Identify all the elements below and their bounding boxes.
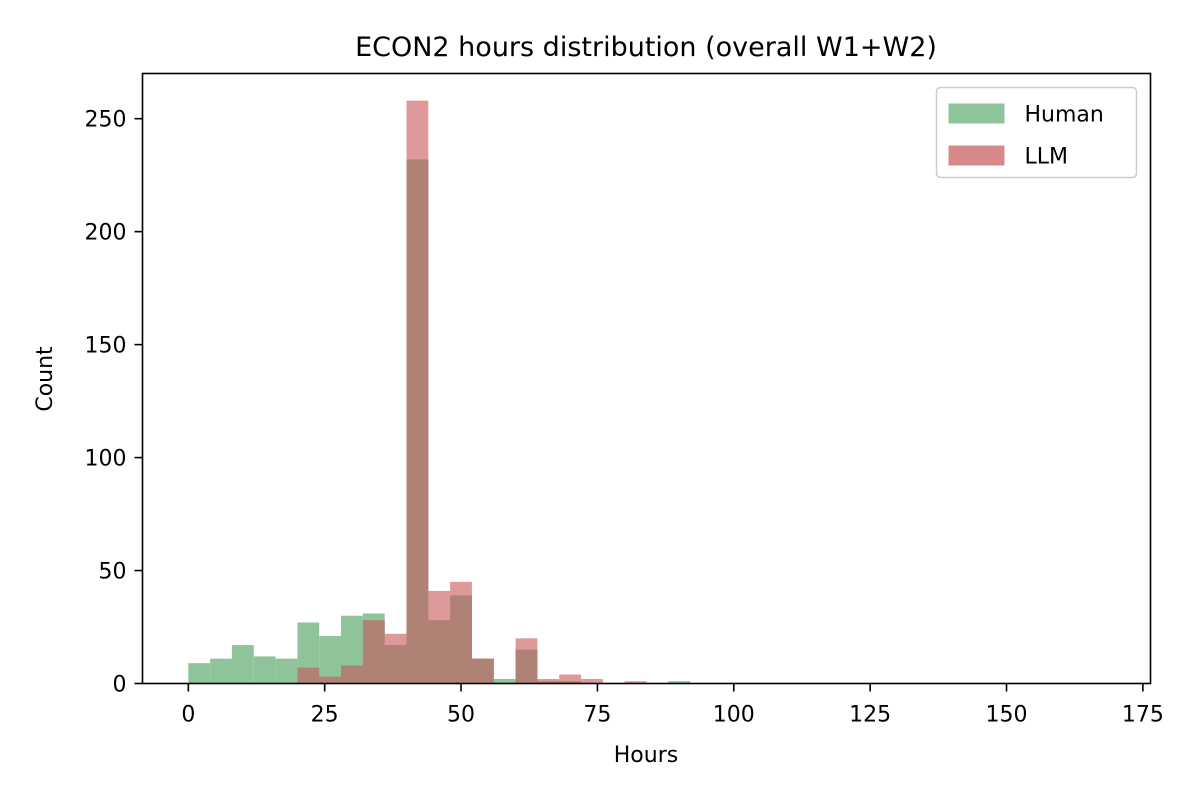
x-tick-label: 75 xyxy=(583,703,611,728)
bar-human-22 xyxy=(668,681,691,684)
y-tick-label: 50 xyxy=(99,560,127,585)
bar-llm-17 xyxy=(559,674,582,684)
y-tick-label: 150 xyxy=(85,334,127,359)
x-tick-label: 150 xyxy=(986,703,1028,728)
bar-human-4 xyxy=(275,658,298,684)
plot-frame xyxy=(141,72,1152,685)
x-tick-label: 175 xyxy=(1122,703,1164,728)
bar-human-14 xyxy=(493,678,516,684)
x-tick-label: 25 xyxy=(311,703,339,728)
bar-overlap-8 xyxy=(362,620,385,684)
bar-overlap-9 xyxy=(384,645,407,684)
bar-overlap-17 xyxy=(559,681,582,684)
x-axis: 0 25 50 75 100 125 150 175 xyxy=(181,683,1164,728)
bar-human-0 xyxy=(188,663,211,684)
y-axis: 0 50 100 150 200 250 xyxy=(85,108,143,698)
bar-human-1 xyxy=(210,658,232,684)
bar-overlap-6 xyxy=(319,676,342,684)
bar-overlap-11 xyxy=(428,620,451,684)
bars-layer xyxy=(188,100,691,684)
bar-overlap-13 xyxy=(471,658,494,684)
y-tick-label: 200 xyxy=(85,221,127,246)
y-tick-label: 0 xyxy=(113,673,127,698)
x-axis-label: Hours xyxy=(614,743,678,768)
y-tick-label: 100 xyxy=(85,447,127,472)
bar-overlap-7 xyxy=(341,665,363,684)
x-tick-label: 100 xyxy=(713,703,755,728)
legend-label-llm: LLM xyxy=(1025,145,1069,170)
y-tick-label: 250 xyxy=(85,108,127,133)
bar-overlap-12 xyxy=(450,595,472,684)
x-tick-label: 50 xyxy=(447,703,475,728)
bar-overlap-10 xyxy=(406,159,429,684)
bar-human-6 xyxy=(319,636,342,684)
legend-label-human: Human xyxy=(1025,103,1104,128)
y-axis-label: Count xyxy=(33,346,58,412)
x-tick-label: 0 xyxy=(181,703,195,728)
legend-swatch-llm xyxy=(948,145,1005,166)
bar-overlap-5 xyxy=(297,667,320,684)
x-tick-label: 125 xyxy=(849,703,891,728)
bar-llm-20 xyxy=(624,681,647,684)
bar-overlap-16 xyxy=(537,681,560,684)
legend-swatch-human xyxy=(948,103,1005,124)
chart-title: ECON2 hours distribution (overall W1+W2) xyxy=(355,32,937,63)
bar-overlap-15 xyxy=(515,649,538,684)
bar-human-2 xyxy=(231,645,254,684)
bar-human-3 xyxy=(253,656,276,684)
bar-llm-18 xyxy=(581,678,603,684)
legend: Human LLM xyxy=(935,86,1138,179)
